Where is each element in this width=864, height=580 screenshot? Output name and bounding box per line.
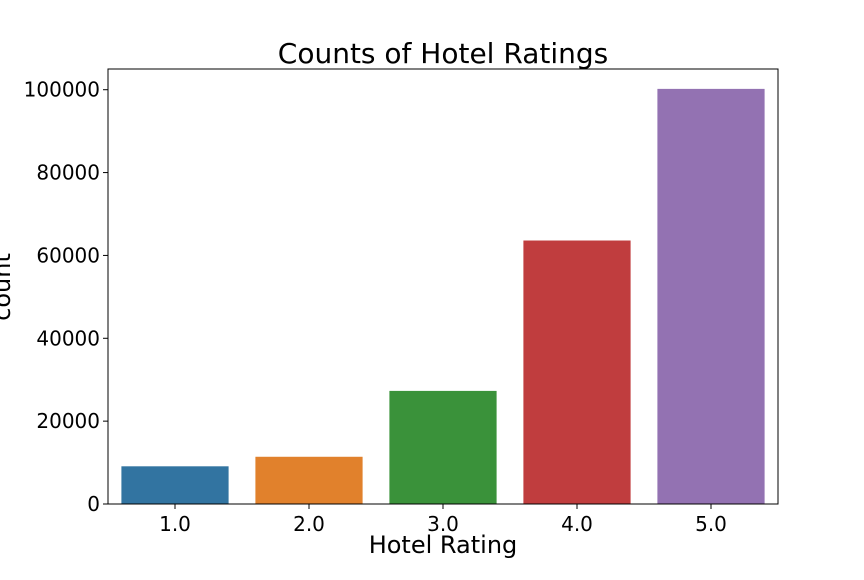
y-tick-label: 40000	[36, 326, 100, 350]
x-axis-label: Hotel Rating	[369, 531, 518, 559]
bar-1-0	[121, 466, 229, 504]
x-tick-label: 1.0	[159, 512, 191, 536]
y-tick-label: 20000	[36, 409, 100, 433]
bar-4-0	[523, 240, 631, 504]
chart-title: Counts of Hotel Ratings	[278, 37, 608, 70]
bars-group	[121, 88, 765, 504]
plot-frame	[107, 68, 779, 505]
bar-5-0	[657, 88, 765, 504]
bar-3-0	[389, 390, 497, 504]
y-axis-label: count	[0, 253, 16, 321]
y-tick-label: 60000	[36, 243, 100, 267]
x-tick-label: 5.0	[695, 512, 727, 536]
y-tick-label: 100000	[24, 78, 100, 102]
x-tick-label: 3.0	[427, 512, 459, 536]
bar-2-0	[255, 456, 363, 504]
x-axis: 1.0 2.0 3.0 4.0 5.0	[159, 504, 727, 536]
x-tick-label: 4.0	[561, 512, 593, 536]
y-tick-label: 0	[87, 492, 100, 516]
y-axis: 0 20000 40000 60000 80000 100000	[24, 78, 108, 516]
y-tick-label: 80000	[36, 161, 100, 185]
x-tick-label: 2.0	[293, 512, 325, 536]
